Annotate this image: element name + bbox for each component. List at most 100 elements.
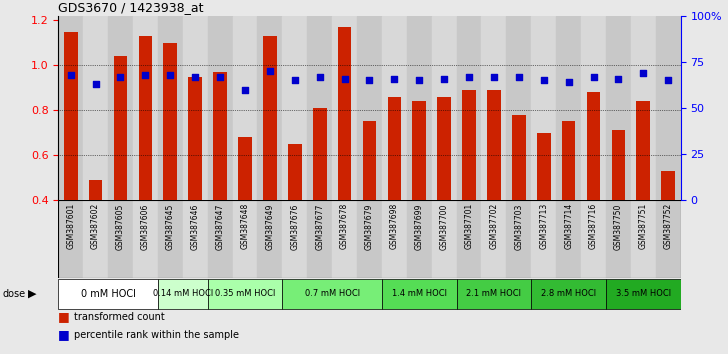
Bar [282,279,382,309]
Point [140,72,151,78]
Text: 2.8 mM HOCl: 2.8 mM HOCl [541,289,596,298]
Text: GSM387645: GSM387645 [166,203,175,250]
Text: GSM387679: GSM387679 [365,203,374,250]
Bar [183,200,207,278]
Bar [606,200,631,278]
Bar [462,90,476,200]
Point [165,72,176,78]
Bar [307,200,332,278]
Text: GSM387702: GSM387702 [489,203,499,249]
Bar [631,16,656,200]
Text: 0.14 mM HOCl: 0.14 mM HOCl [153,289,213,298]
Bar [108,200,133,278]
Bar [507,200,531,278]
Text: GSM387714: GSM387714 [564,203,573,249]
Text: GSM387647: GSM387647 [215,203,224,250]
Bar [213,72,227,200]
Bar [238,137,252,200]
Bar [207,16,232,200]
Text: ■: ■ [58,310,70,323]
Bar [387,97,401,200]
Bar [58,200,83,278]
Bar [432,200,456,278]
Bar [258,200,282,278]
Bar [407,200,432,278]
Bar [438,97,451,200]
Text: GSM387649: GSM387649 [266,203,274,250]
Text: GSM387646: GSM387646 [191,203,199,250]
Bar [507,16,531,200]
Bar [512,115,526,200]
Bar [456,279,531,309]
Point [214,74,226,80]
Bar [456,200,481,278]
Bar [456,16,481,200]
Text: 0.35 mM HOCl: 0.35 mM HOCl [215,289,275,298]
Point [463,74,475,80]
Point [414,78,425,83]
Bar [189,76,202,200]
Bar [114,56,127,200]
Bar [83,16,108,200]
Bar [207,200,232,278]
Text: GSM387602: GSM387602 [91,203,100,249]
Text: 2.1 mM HOCl: 2.1 mM HOCl [467,289,521,298]
Bar [606,279,681,309]
Bar [307,16,332,200]
Bar [562,121,576,200]
Bar [556,200,581,278]
Bar [363,121,376,200]
Bar [631,200,656,278]
Text: GSM387699: GSM387699 [415,203,424,250]
Bar [64,32,78,200]
Bar [531,200,556,278]
Bar [232,16,258,200]
Bar [282,200,307,278]
Point [513,74,525,80]
Bar [656,16,681,200]
Bar [263,36,277,200]
Point [189,74,201,80]
Point [638,70,649,76]
Bar [258,16,282,200]
Bar [412,101,426,200]
Text: GSM387700: GSM387700 [440,203,448,250]
Point [115,74,127,80]
Text: 1.4 mM HOCl: 1.4 mM HOCl [392,289,447,298]
Bar [636,101,650,200]
Bar [612,130,625,200]
Text: dose: dose [2,289,25,299]
Bar [282,16,307,200]
Point [538,78,550,83]
Bar [556,16,581,200]
Text: ■: ■ [58,328,70,341]
Bar [313,108,327,200]
Bar [481,200,507,278]
Text: GSM387606: GSM387606 [141,203,150,250]
Text: GSM387677: GSM387677 [315,203,324,250]
Point [438,76,450,81]
Bar [338,27,352,200]
Point [389,76,400,81]
Bar [163,43,177,200]
Bar [432,16,456,200]
Point [289,78,301,83]
Bar [606,16,631,200]
Bar [89,180,103,200]
Bar [382,279,456,309]
Text: GSM387698: GSM387698 [390,203,399,249]
Bar [108,16,133,200]
Text: GSM387678: GSM387678 [340,203,349,249]
Text: 0 mM HOCl: 0 mM HOCl [81,289,135,299]
Bar [83,200,108,278]
Text: transformed count: transformed count [74,312,165,322]
Bar [382,200,407,278]
Text: GSM387716: GSM387716 [589,203,598,249]
Point [314,74,325,80]
Text: GSM387648: GSM387648 [240,203,250,249]
Bar [661,171,675,200]
Point [613,76,625,81]
Bar [133,16,158,200]
Bar [332,16,357,200]
Bar [232,200,258,278]
